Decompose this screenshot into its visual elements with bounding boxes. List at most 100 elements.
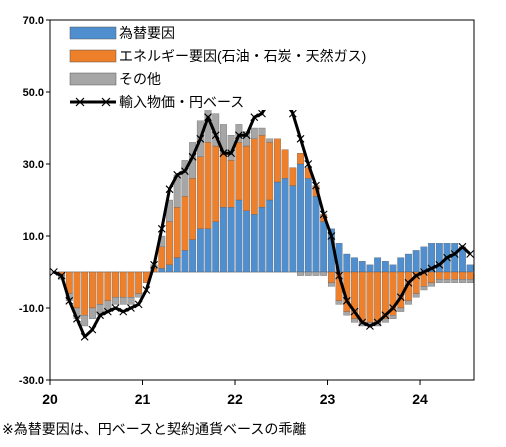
y-tick-label: -30.0 bbox=[19, 375, 44, 387]
line-point-marker bbox=[219, 149, 228, 158]
line-point-marker bbox=[204, 113, 212, 122]
bar-fx bbox=[235, 199, 243, 273]
bar-other bbox=[320, 271, 328, 276]
line-point-marker bbox=[150, 260, 158, 269]
bar-fx bbox=[358, 261, 366, 273]
bar-energy bbox=[274, 138, 281, 183]
bar-fx bbox=[451, 243, 459, 273]
y-tick-label: 70.0 bbox=[23, 15, 44, 27]
line-point-marker bbox=[312, 181, 320, 190]
ticks: 70.0 50.0 30.0 10.0 -10.0 -30.0 20 21 22 23 24 bbox=[19, 15, 428, 407]
legend-label-fx: 為替要因 bbox=[119, 25, 175, 41]
legend-label-energy: エネルギー要因(石油・石炭・天然ガス) bbox=[119, 48, 366, 64]
x-tick-label: 21 bbox=[135, 391, 151, 407]
y-tick-label: -10.0 bbox=[19, 303, 44, 315]
footnote: ※為替要因は、円ベースと契約通貨ベースの乖離 bbox=[2, 422, 307, 438]
x-tick-label: 20 bbox=[42, 391, 58, 407]
bar-fx bbox=[189, 239, 197, 273]
line-point-marker bbox=[57, 271, 66, 280]
line-point-marker bbox=[288, 109, 297, 118]
bar-energy bbox=[173, 207, 181, 258]
line-point-marker bbox=[381, 311, 390, 320]
line-point-marker bbox=[427, 264, 436, 273]
bar-fx bbox=[304, 178, 312, 273]
legend-label-other: その他 bbox=[119, 71, 161, 87]
bar-fx bbox=[204, 228, 212, 273]
line-point-marker bbox=[335, 271, 343, 280]
line-point-marker bbox=[111, 304, 120, 312]
line-point-marker bbox=[466, 250, 475, 258]
bar-energy bbox=[366, 271, 374, 323]
x-tick-label: 22 bbox=[227, 391, 243, 407]
bar-energy bbox=[250, 138, 258, 215]
bars bbox=[58, 106, 474, 327]
bar-other bbox=[181, 160, 189, 197]
line-point-marker bbox=[389, 304, 397, 312]
legend-swatch-other bbox=[69, 72, 117, 86]
line-point-marker bbox=[103, 307, 112, 316]
bar-other bbox=[389, 315, 397, 319]
bar-energy bbox=[428, 271, 436, 283]
line-point-marker bbox=[296, 134, 305, 143]
bar-energy bbox=[327, 271, 335, 283]
bar-fx bbox=[258, 207, 266, 273]
bar-other bbox=[397, 307, 405, 312]
line-series bbox=[49, 88, 475, 341]
bar-fx bbox=[274, 181, 281, 273]
bar-fx bbox=[397, 257, 405, 273]
bar-fx bbox=[173, 257, 181, 273]
bar-fx bbox=[412, 250, 420, 273]
line-point-marker bbox=[127, 304, 135, 312]
bar-fx bbox=[420, 246, 428, 273]
legend-swatch-fx bbox=[69, 26, 117, 40]
line-point-marker bbox=[165, 185, 174, 194]
bar-energy bbox=[289, 167, 297, 186]
line-point-marker bbox=[49, 268, 58, 276]
bar-energy bbox=[451, 271, 459, 280]
line-point-marker bbox=[319, 210, 328, 219]
bar-fx bbox=[289, 185, 297, 273]
bar-fx bbox=[196, 228, 204, 273]
legend-marker bbox=[75, 97, 85, 107]
bar-fx bbox=[381, 261, 389, 273]
bar-other bbox=[312, 271, 320, 276]
line-point-marker bbox=[227, 149, 236, 158]
bar-other bbox=[451, 279, 459, 283]
line-point-marker bbox=[96, 311, 104, 320]
bar-other bbox=[297, 271, 304, 276]
bar-other bbox=[459, 279, 466, 283]
bar-fx bbox=[166, 264, 173, 273]
line-point-marker bbox=[88, 325, 97, 334]
bar-other bbox=[343, 311, 351, 316]
bar-fx bbox=[366, 264, 374, 273]
bar-other bbox=[381, 318, 389, 323]
bar-energy bbox=[374, 271, 382, 323]
line-point-marker bbox=[119, 307, 128, 316]
line-point-marker bbox=[358, 318, 367, 327]
line-point-marker bbox=[373, 318, 382, 327]
y-tick-label: 10.0 bbox=[23, 231, 44, 243]
line-point-marker bbox=[420, 268, 428, 276]
bar-fx bbox=[351, 257, 358, 273]
legend-swatch-energy bbox=[69, 49, 117, 63]
bar-fx bbox=[250, 214, 258, 273]
line-point-marker bbox=[342, 296, 351, 305]
x-tick-label: 23 bbox=[320, 391, 336, 407]
line-point-marker bbox=[258, 109, 266, 118]
line-point-marker bbox=[443, 253, 451, 262]
line-point-marker bbox=[157, 224, 166, 233]
y-tick-label: 50.0 bbox=[23, 87, 44, 99]
bar-fx bbox=[374, 257, 382, 273]
bar-fx bbox=[312, 196, 320, 273]
bar-other bbox=[466, 279, 474, 283]
line-point-marker bbox=[65, 296, 74, 305]
line-point-marker bbox=[73, 314, 81, 323]
bar-other bbox=[351, 318, 358, 323]
bar-energy bbox=[81, 271, 89, 316]
y-tick-label: 30.0 bbox=[23, 159, 44, 171]
bar-energy bbox=[88, 271, 96, 309]
bar-fx bbox=[281, 178, 289, 273]
line-point-marker bbox=[234, 131, 243, 140]
bar-energy bbox=[166, 221, 173, 265]
